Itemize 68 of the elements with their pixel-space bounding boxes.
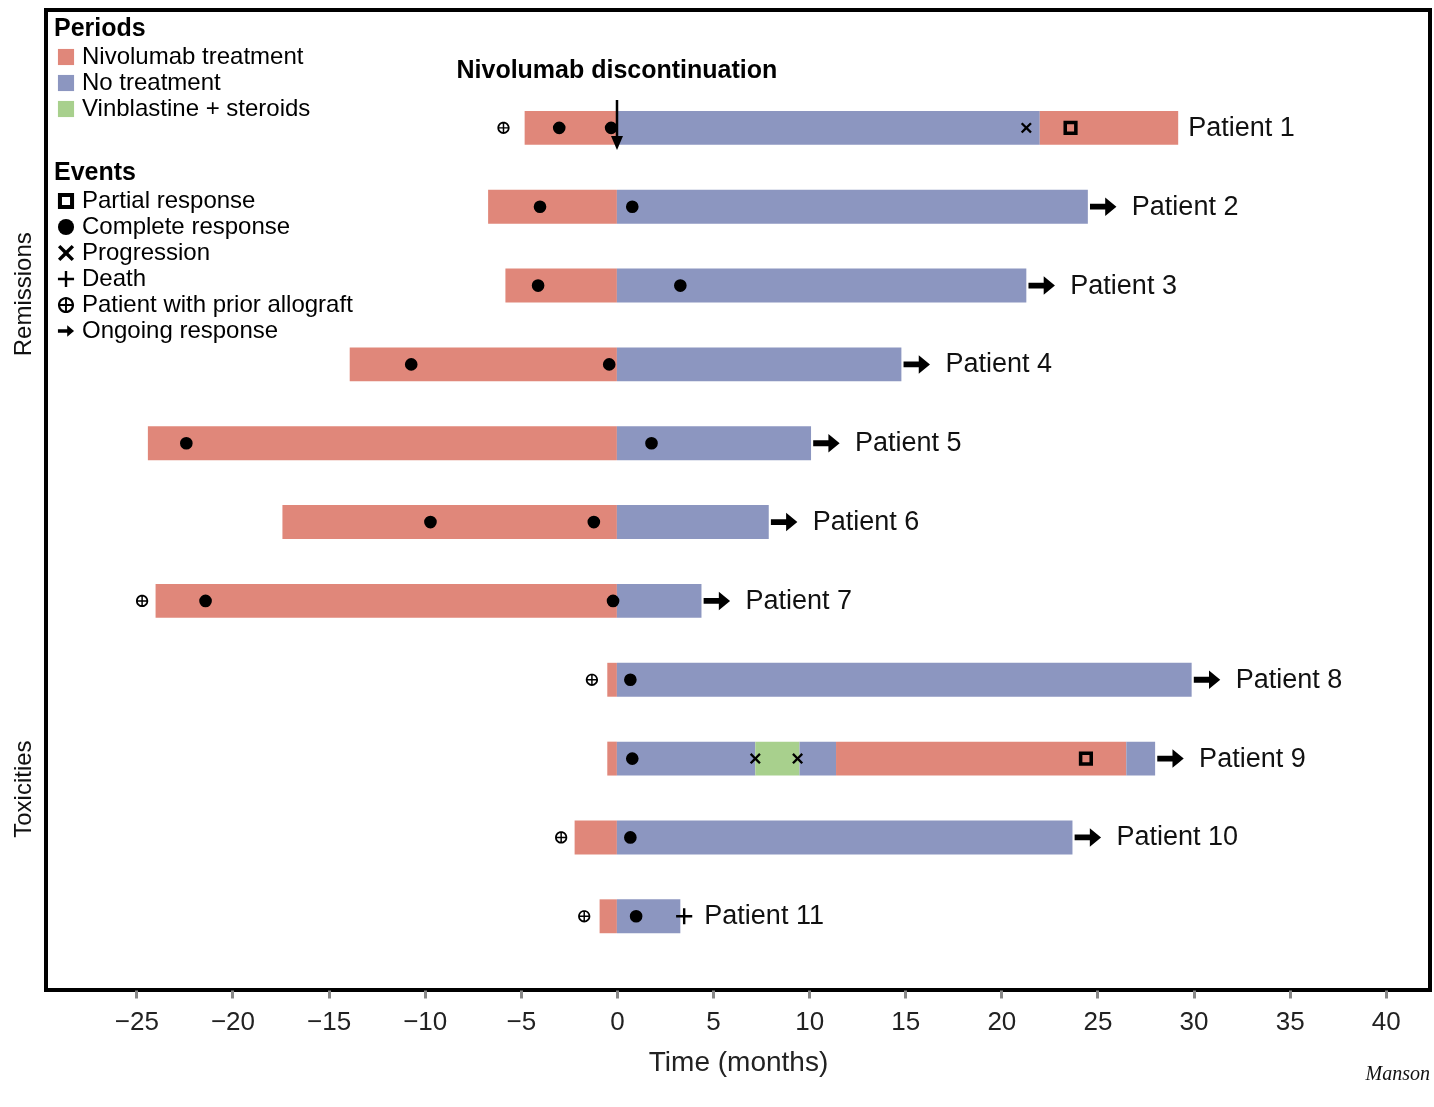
bar: [616, 347, 902, 382]
legend-label: Patient with prior allograft: [82, 290, 354, 317]
x-tick-label: 0: [610, 1005, 625, 1036]
bar: [616, 583, 702, 618]
bar: [147, 426, 617, 461]
y-tick-label: Patient 3: [1070, 269, 1177, 300]
x-tick-label: −5: [506, 1005, 537, 1036]
y-tick-label: Patient 1: [1188, 111, 1295, 142]
text: Manson: [1364, 1062, 1430, 1084]
ref-line-label: Nivolumab discontinuation: [456, 55, 778, 83]
x-tick-label: −25: [114, 1005, 159, 1036]
bar: [836, 741, 1127, 776]
legend-label: Vinblastine + steroids: [82, 94, 311, 121]
x-tick-label: 35: [1275, 1005, 1305, 1036]
bar: [1039, 110, 1179, 145]
bar: [599, 899, 617, 934]
x-tick-label: −10: [403, 1005, 448, 1036]
legend-label: Nivolumab treatment: [82, 42, 304, 69]
bar: [574, 820, 617, 855]
legend-label: Partial response: [82, 186, 256, 213]
x-tick-label: −15: [307, 1005, 352, 1036]
annotation: Events: [54, 157, 136, 185]
bar: [349, 347, 617, 382]
bar: [616, 820, 1073, 855]
x-tick-label: 15: [891, 1005, 921, 1036]
bar: [755, 741, 800, 776]
legend-label: Complete response: [82, 212, 291, 239]
bar: [616, 426, 812, 461]
y-tick-label: Patient 5: [855, 427, 962, 458]
bar: [616, 189, 1088, 224]
legend-label: Death: [82, 264, 147, 291]
legend-label: Progression: [82, 238, 211, 265]
x-tick-label: 25: [1083, 1005, 1113, 1036]
bar: [799, 741, 837, 776]
bar: [1126, 741, 1156, 776]
x-tick-label: 5: [706, 1005, 721, 1036]
y-tick-label: Patient 2: [1131, 190, 1239, 221]
text: Toxicities: [9, 740, 36, 838]
x-axis-title: Time (months): [648, 1045, 829, 1077]
y-tick-label: Patient 8: [1235, 663, 1343, 694]
bar: [607, 741, 617, 776]
bar: [616, 268, 1027, 303]
y-tick-label: Patient 10: [1116, 821, 1239, 852]
bar: [488, 189, 617, 224]
text: Remissions: [9, 232, 36, 357]
legend-title: Periods: [54, 13, 146, 41]
y-tick-label: Patient 6: [812, 506, 920, 537]
bar: [616, 899, 681, 934]
bar: [607, 662, 617, 697]
x-tick-label: 20: [987, 1005, 1017, 1036]
bar: [616, 110, 1040, 145]
y-tick-label: Patient 9: [1199, 742, 1306, 773]
x-tick-label: 10: [795, 1005, 825, 1036]
y-tick-label: Patient 4: [945, 348, 1052, 379]
y-tick-label: Patient 7: [745, 584, 853, 615]
bar: [155, 583, 617, 618]
bar: [616, 741, 756, 776]
x-tick-label: 40: [1371, 1005, 1401, 1036]
x-tick-label: 30: [1179, 1005, 1209, 1036]
legend-label: No treatment: [82, 68, 222, 95]
bar: [524, 110, 617, 145]
x-tick-label: −20: [210, 1005, 256, 1036]
bar: [616, 505, 769, 540]
y-tick-label: Patient 11: [704, 900, 824, 931]
bar: [505, 268, 617, 303]
bar: [282, 505, 617, 540]
bar: [616, 662, 1192, 697]
legend-label: Ongoing response: [82, 316, 279, 343]
